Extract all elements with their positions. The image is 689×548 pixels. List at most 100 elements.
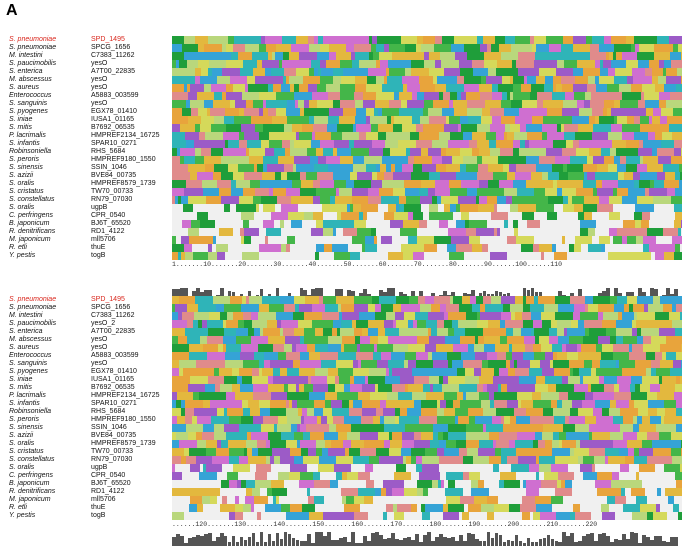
- conservation-bar: [407, 537, 411, 546]
- species-name: Enterococcus: [9, 352, 52, 359]
- conservation-bar: [219, 533, 224, 546]
- conservation-bar: [255, 542, 260, 546]
- species-name: C. perfringens: [9, 472, 53, 479]
- conservation-bar: [650, 288, 654, 302]
- conservation-bar: [263, 542, 268, 546]
- species-name: C. perfringens: [9, 212, 53, 219]
- alignment-row: [172, 344, 682, 352]
- alignment-row: [172, 196, 682, 204]
- sequence-label: S. pneumoniae SPCG_1656: [4, 44, 174, 52]
- species-name: S. pneumoniae: [9, 36, 57, 43]
- species-name: S. constellatus: [9, 196, 55, 203]
- conservation-bar: [383, 539, 387, 546]
- conservation-bar: [642, 535, 646, 546]
- conservation-bar: [339, 289, 344, 302]
- conservation-bar: [662, 541, 666, 546]
- conservation-bar: [251, 533, 256, 546]
- species-name: S. cristatus: [9, 448, 44, 455]
- gene-id: B7692_06535: [91, 124, 135, 131]
- gene-id: thuE: [91, 504, 106, 511]
- sequence-label: S. enterica A7T00_22835: [4, 328, 174, 336]
- gene-id: SPCG_1656: [91, 304, 131, 311]
- gene-id: SPAR10_0271: [91, 140, 137, 147]
- species-name: Robinsoniella: [9, 408, 52, 415]
- species-name: S. sinensis: [9, 424, 43, 431]
- sequence-label: S. mitis B7692_06535: [4, 384, 174, 392]
- conservation-bar: [450, 537, 455, 546]
- conservation-bar: [622, 534, 626, 546]
- conservation-bar: [578, 541, 583, 546]
- conservation-bar: [335, 289, 340, 302]
- species-name: S. infantis: [9, 140, 40, 147]
- alignment-row: [172, 140, 682, 148]
- species-name: S. sanguinis: [9, 100, 48, 107]
- gene-id: yesO: [91, 60, 108, 67]
- gene-id: RHS_5684: [91, 408, 126, 415]
- species-name: M. abscessus: [9, 336, 52, 343]
- species-name: S. paucimobilis: [9, 60, 57, 67]
- alignment-row: [172, 244, 682, 252]
- conservation-bar: [183, 543, 188, 546]
- sequence-label: S. paucimobilis yesO_2: [4, 320, 174, 328]
- alignment-row: [172, 76, 682, 84]
- conservation-bar: [295, 540, 300, 546]
- alignment-row: [172, 472, 682, 480]
- alignment-block-1: S. pneumoniae SPD_1495 S. pneumoniae SPCG_1…: [0, 36, 689, 306]
- gene-id: RD1_4122: [91, 228, 125, 235]
- species-name: S. enterica: [9, 68, 43, 75]
- conservation-bar: [175, 534, 180, 546]
- alignment-row: [172, 512, 682, 520]
- conservation-bar: [638, 543, 642, 546]
- conservation-bar: [506, 540, 511, 546]
- gene-id: BVE84_00735: [91, 172, 137, 179]
- alignment-row: [172, 480, 682, 488]
- gene-id: RN79_07030: [91, 456, 133, 463]
- conservation-bar: [462, 541, 467, 546]
- conservation-bar: [363, 289, 367, 302]
- alignment-row: [172, 180, 682, 188]
- panel-label: A: [6, 2, 18, 19]
- gene-id: TW70_00733: [91, 448, 134, 455]
- sequence-label: S. pneumoniae SPCG_1656: [4, 304, 174, 312]
- conservation-bar: [275, 533, 280, 546]
- conservation-histogram: [172, 524, 682, 546]
- alignment-row: [172, 328, 682, 336]
- alignment-row: [172, 212, 682, 220]
- species-name: S. sinensis: [9, 164, 43, 171]
- sequence-label: S. mitis B7692_06535: [4, 124, 174, 132]
- species-name: S. iniae: [9, 116, 33, 123]
- gene-id: IUSA1_01165: [91, 116, 135, 123]
- conservation-bar: [530, 542, 535, 546]
- gene-id: RN79_07030: [91, 196, 133, 203]
- alignment-row: [172, 384, 682, 392]
- gene-id: A5883_003599: [91, 92, 139, 99]
- species-name: M. intestini: [9, 312, 43, 319]
- gene-id: HMPREF9180_1550: [91, 416, 156, 423]
- sequence-label: S. oralis HMPREF8579_1739: [4, 180, 174, 188]
- conservation-bar: [275, 288, 280, 302]
- conservation-bar: [566, 536, 571, 546]
- species-name: Y. pestis: [9, 252, 36, 259]
- sequence-label: S. iniae IUSA1_01165: [4, 116, 174, 124]
- conservation-bar: [391, 288, 395, 302]
- conservation-bar: [247, 537, 252, 546]
- conservation-bar: [562, 532, 567, 546]
- gene-id: RHS_5684: [91, 148, 126, 155]
- conservation-bar: [299, 288, 304, 302]
- conservation-bar: [510, 541, 515, 546]
- sequence-label: Enterococcus A5883_003599: [4, 92, 174, 100]
- conservation-bar: [466, 533, 471, 546]
- conservation-bar: [195, 288, 200, 302]
- sequence-label: Enterococcus A5883_003599: [4, 352, 174, 360]
- sequence-label: P. lacrimalis HMPREF2134_16725: [4, 132, 174, 140]
- gene-id: mll5706: [91, 236, 116, 243]
- species-name: R. denitrificans: [9, 488, 56, 495]
- conservation-bar: [614, 539, 618, 546]
- species-name: Robinsoniella: [9, 148, 52, 155]
- species-name: S. oralis: [9, 204, 35, 211]
- sequence-label: S. sinensis SSIN_1046: [4, 424, 174, 432]
- alignment-row: [172, 400, 682, 408]
- conservation-bar: [498, 535, 503, 546]
- conservation-bar: [538, 539, 543, 546]
- species-name: Y. pestis: [9, 512, 36, 519]
